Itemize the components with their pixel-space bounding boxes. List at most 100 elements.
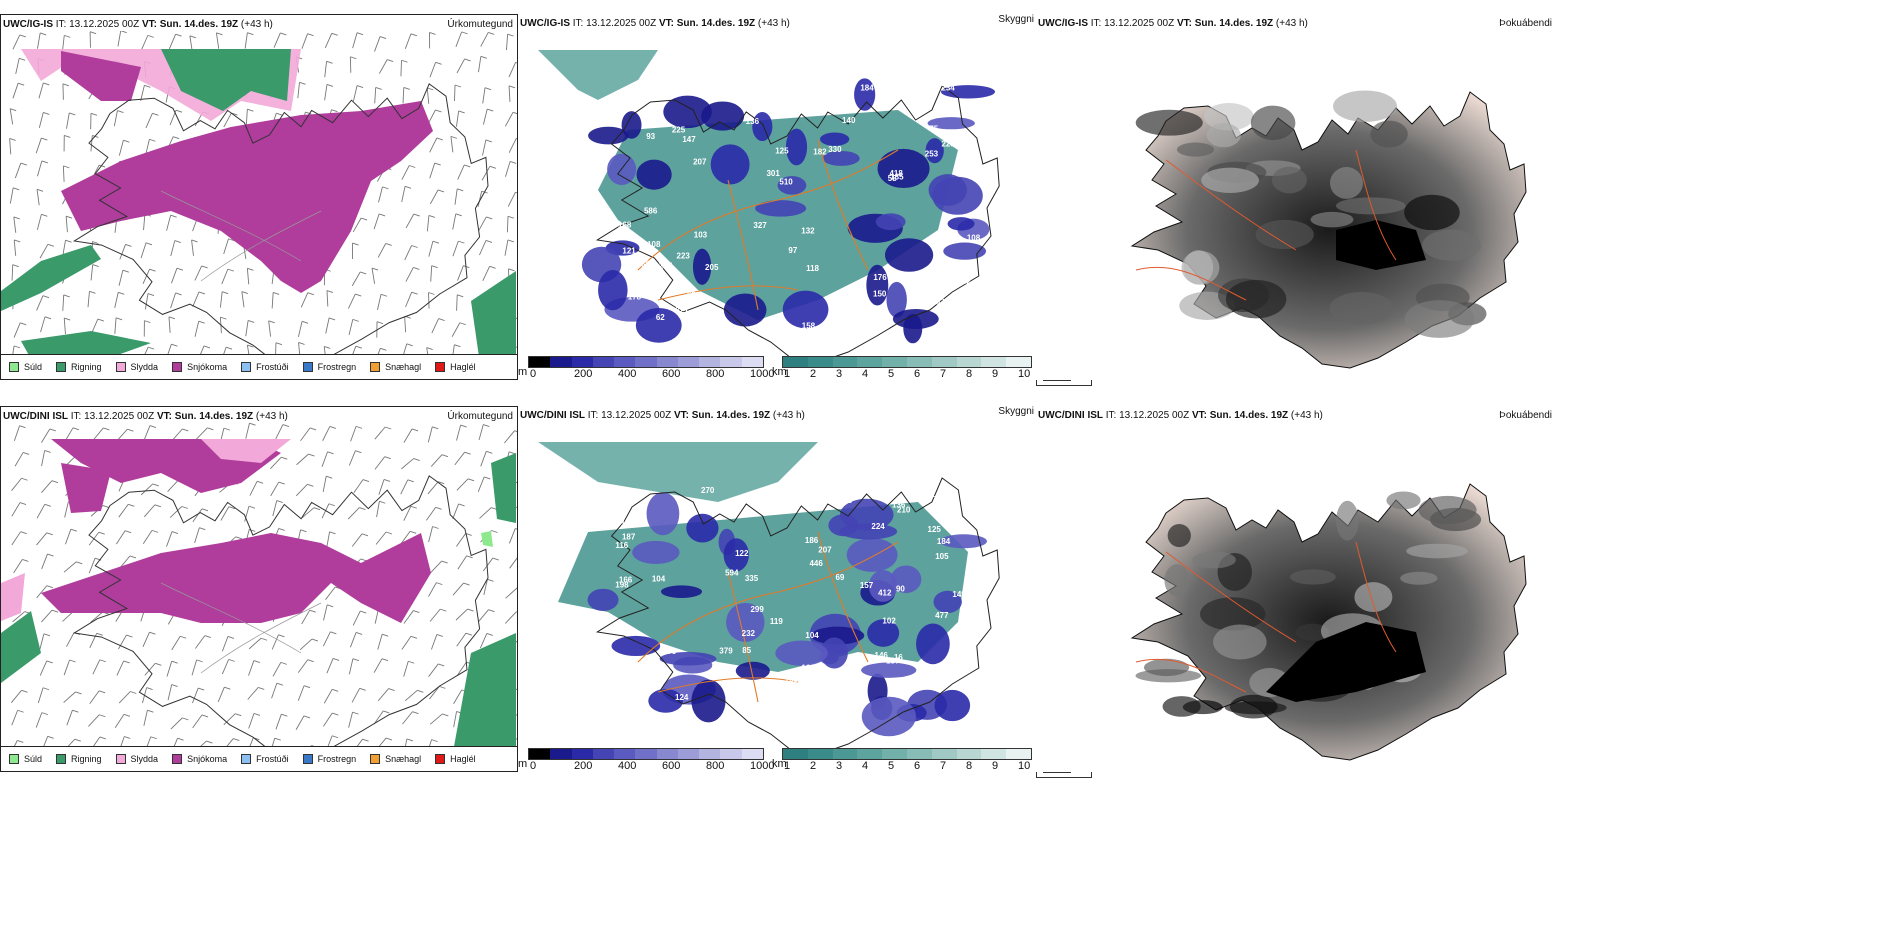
ceiling-label: 121 — [622, 247, 636, 256]
colorbar-tick: 0 — [530, 760, 537, 772]
legend-item: Frostúði — [241, 754, 289, 764]
legend-label: Snjókoma — [187, 362, 228, 372]
precip-map — [1, 423, 517, 763]
legend-label: Snjókoma — [187, 754, 228, 764]
panel-name: Skyggni — [998, 14, 1034, 25]
ceiling-label: 182 — [813, 148, 827, 157]
legend-swatch — [302, 754, 313, 764]
legend-swatch — [56, 754, 67, 764]
colorbar-cell — [529, 749, 551, 759]
ceiling-label: 224 — [871, 522, 885, 531]
ceiling-label: 146 — [875, 651, 889, 660]
colorbar-tick: 8 — [966, 760, 973, 772]
colorbar-cell — [931, 357, 957, 367]
colorbar-cell — [656, 357, 678, 367]
colorbar-cell — [1006, 357, 1031, 367]
colorbar-cell — [1006, 749, 1031, 759]
ceiling-label: 122 — [966, 295, 980, 304]
ceiling-label: 11 — [649, 277, 658, 286]
colorbar-tick: 5 — [888, 368, 895, 380]
legend-label: Frostregn — [317, 754, 357, 764]
legend-swatch — [370, 362, 381, 372]
legend-swatch — [241, 362, 252, 372]
colorbar-tick: 1 — [784, 760, 791, 772]
ceiling-label: 125 — [928, 525, 942, 534]
colorbar-cell — [677, 357, 700, 367]
legend-label: Snæhagl — [385, 754, 422, 764]
legend-swatch — [370, 754, 381, 764]
legend-label: Rigning — [71, 754, 102, 764]
legend-label: Rigning — [71, 362, 102, 372]
legend-item: Haglél — [435, 754, 476, 764]
ceiling-label: 198 — [615, 581, 629, 590]
ceiling-label: 179 — [663, 647, 677, 656]
precip-legend: Súld Rigning Slydda Snjókoma Frostúði Frostre… — [1, 354, 517, 379]
ceiling-colorbar: m 0 200 400 600 800 1000 — [518, 356, 774, 380]
panel-name: Úrkomutegund — [447, 411, 513, 422]
ceiling-label: 75 — [929, 124, 938, 133]
ceiling-label: 594 — [725, 568, 739, 577]
legend-item: Snæhagl — [370, 362, 421, 372]
legend-label: Slydda — [130, 754, 159, 764]
ceiling-label: 321 — [675, 306, 689, 315]
ceiling-label: 299 — [750, 605, 764, 614]
ceiling-label: 150 — [873, 290, 887, 299]
ceiling-label: 140 — [855, 484, 869, 493]
colorbar-tick: 1 — [784, 368, 791, 380]
ceiling-label: 207 — [693, 158, 707, 167]
panel-name: Þokuábendi — [1499, 18, 1552, 29]
ceiling-label: 270 — [701, 486, 715, 495]
ceiling-label: 124 — [675, 693, 689, 702]
ceiling-label: 586 — [644, 206, 658, 215]
legend-swatch — [172, 754, 183, 764]
ceiling-label: 176 — [873, 273, 887, 282]
colorbar-cell — [956, 357, 982, 367]
colorbar-tick: 6 — [914, 760, 921, 772]
ceiling-label: 210 — [897, 505, 911, 514]
colorbar-tick: 800 — [706, 760, 725, 772]
legend-label: Haglél — [450, 754, 476, 764]
colorbar-cell — [720, 357, 742, 367]
legend-label: Haglél — [450, 362, 476, 372]
precip-panel-bottom: UWC/DINI ISL IT: 13.12.2025 00Z VT: Sun.… — [0, 406, 518, 772]
legend-swatch — [435, 754, 446, 764]
ceiling-label: 225 — [672, 126, 686, 135]
colorbar-cell — [906, 357, 932, 367]
ceiling-label: 992 — [962, 320, 976, 329]
ceiling-label: 182 — [702, 91, 716, 100]
precip-panel-top: UWC/IG-IS IT: 13.12.2025 00Z VT: Sun. 14… — [0, 14, 518, 380]
ceiling-label: 58 — [888, 174, 897, 183]
ceiling-label: 158 — [802, 322, 816, 331]
colorbar-cells — [782, 748, 1032, 760]
ceiling-label: 122 — [735, 549, 749, 558]
colorbar-cell — [592, 749, 615, 759]
legend-item: Súld — [9, 362, 42, 372]
legend-label: Frostúði — [256, 362, 289, 372]
colorbar-cell — [656, 749, 678, 759]
legend-item: Haglél — [435, 362, 476, 372]
ceiling-label: 300 — [733, 689, 747, 698]
ceiling-label: 102 — [621, 519, 635, 528]
ceiling-label: 382 — [641, 260, 655, 269]
legend-item: Snjókoma — [172, 362, 227, 372]
colorbar-cell — [783, 749, 808, 759]
ceiling-label: 446 — [809, 559, 823, 568]
ceiling-label: 292 — [931, 297, 945, 306]
ceiling-label: 191 — [922, 490, 936, 499]
ceiling-label: 335 — [745, 574, 759, 583]
legend-item: Snæhagl — [370, 754, 421, 764]
ceiling-label: 477 — [935, 611, 949, 620]
legend-item: Snjókoma — [172, 754, 227, 764]
ceiling-label: 157 — [860, 581, 874, 590]
legend-label: Frostúði — [256, 754, 289, 764]
ceiling-label: 257 — [659, 261, 673, 270]
legend-swatch — [115, 362, 126, 372]
ceiling-label: 330 — [828, 145, 842, 154]
colorbar-tick: 7 — [940, 368, 947, 380]
colorbar-cell — [571, 357, 593, 367]
colorbar-cell — [571, 749, 593, 759]
colorbar-cells — [782, 356, 1032, 368]
colorbar-cell — [783, 357, 808, 367]
fog-map — [1130, 90, 1527, 369]
colorbar-cell — [882, 749, 907, 759]
